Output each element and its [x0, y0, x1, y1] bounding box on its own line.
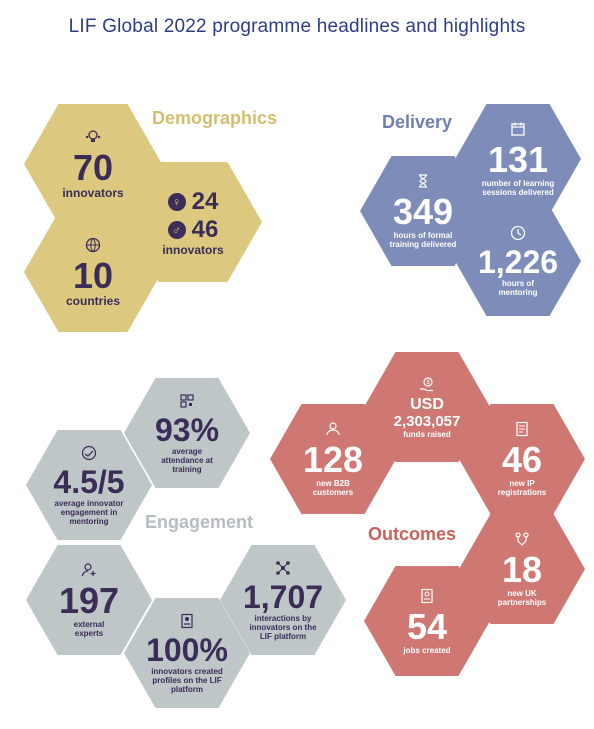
countries-label: countries — [65, 293, 120, 308]
person-add-icon — [81, 562, 97, 578]
experts-label: external experts — [73, 620, 105, 638]
experts-value: 197 — [58, 580, 120, 621]
jobs-value: 54 — [406, 605, 448, 647]
customer-icon — [325, 421, 341, 437]
sessions-label: number of learning sessions delivered — [481, 179, 555, 197]
partnership-icon — [514, 531, 530, 547]
ip-value: 46 — [501, 439, 543, 480]
jobs-label: jobs created — [403, 645, 451, 655]
svg-text:$: $ — [426, 379, 430, 386]
profiles-value: 100% — [146, 631, 228, 668]
ip-label: new IP registrations — [497, 479, 547, 497]
interactions-value: 1,707 — [242, 578, 324, 615]
countries-value: 10 — [72, 254, 114, 296]
globe-icon — [85, 237, 101, 253]
delivery-heading: Delivery — [382, 112, 453, 132]
partnerships-value: 18 — [501, 549, 543, 590]
innovators-value: 70 — [72, 146, 114, 188]
profiles-label: innovators created profiles on the LIF p… — [151, 666, 223, 694]
gender-label: innovators — [162, 242, 224, 257]
attendance-hex: 93% average attendance at training — [124, 378, 250, 488]
female-row: ♀ 24 — [167, 187, 219, 216]
document-icon — [514, 421, 530, 437]
sessions-value: 131 — [487, 139, 549, 180]
money-hand-icon: $ — [419, 376, 435, 392]
male-icon: ♂ — [167, 220, 186, 239]
profile-card-icon — [179, 613, 195, 629]
lightbulb-people-icon — [85, 129, 101, 145]
interactions-label: interactions by innovators on the LIF pl… — [249, 613, 317, 641]
qr-code-icon — [179, 393, 195, 409]
training-hours-label: hours of formal training delivered — [389, 231, 457, 249]
hourglass-icon — [415, 173, 431, 189]
network-icon — [275, 560, 291, 576]
female-value: 24 — [191, 187, 219, 215]
outcomes-heading: Outcomes — [368, 524, 457, 544]
attendance-label: average attendance at training — [161, 446, 213, 474]
countries-hex: 10 countries — [24, 212, 162, 332]
innovators-hex: 70 innovators — [24, 104, 162, 224]
funds-currency: USD — [410, 395, 444, 413]
female-icon: ♀ — [167, 192, 186, 211]
rating-label: average innovator engagement in mentorin… — [54, 498, 124, 526]
funds-label: funds raised — [403, 429, 451, 439]
male-row: ♂ 46 — [167, 215, 219, 244]
training-hours-value: 349 — [392, 191, 454, 232]
demographics-heading: Demographics — [152, 108, 278, 128]
innovators-label: innovators — [62, 185, 124, 200]
mentoring-hours-value: 1,226 — [477, 244, 559, 280]
ip-hex: 46 new IP registrations — [459, 404, 585, 514]
page-title: LIF Global 2022 programme headlines and … — [68, 16, 526, 37]
engagement-heading: Engagement — [145, 512, 254, 532]
resume-icon — [419, 588, 435, 604]
customers-value: 128 — [302, 439, 364, 480]
mentoring-hours-label: hours of mentoring — [498, 279, 538, 297]
clock-icon — [510, 225, 526, 241]
male-value: 46 — [191, 215, 219, 243]
calendar-icon — [510, 121, 526, 137]
partnerships-label: new UK partnerships — [497, 589, 547, 607]
handshake-icon — [81, 445, 97, 461]
customers-hex: 128 new B2B customers — [270, 404, 396, 514]
attendance-value: 93% — [154, 411, 220, 448]
customers-label: new B2B customers — [312, 479, 354, 497]
funds-value: 2,303,057 — [393, 412, 461, 430]
rating-value: 4.5/5 — [53, 463, 125, 500]
